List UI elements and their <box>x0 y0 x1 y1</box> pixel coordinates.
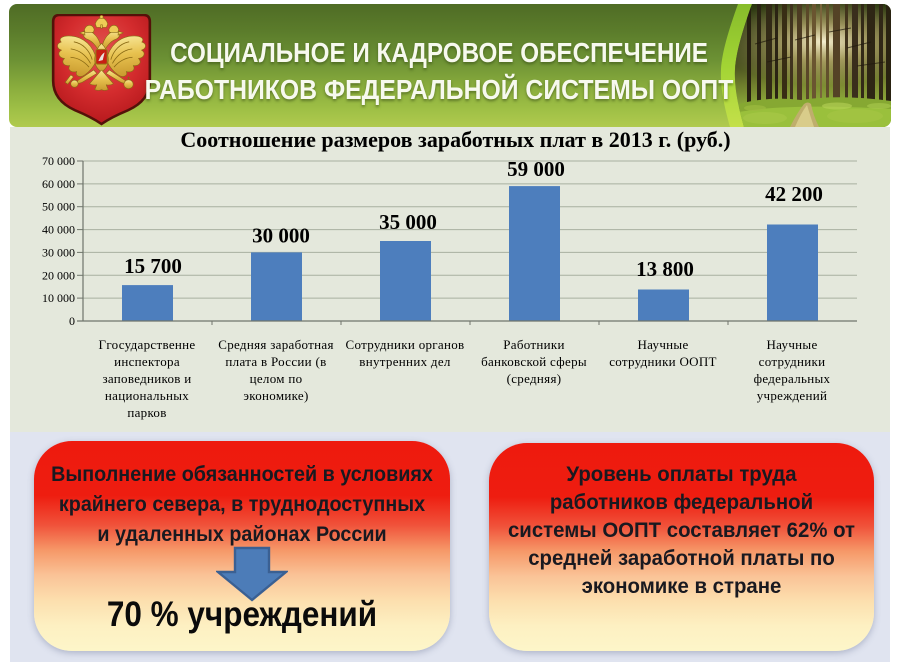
svg-text:банковской сферы: банковской сферы <box>481 354 587 369</box>
svg-text:сотрудники ООПТ: сотрудники ООПТ <box>609 354 717 369</box>
svg-text:10 000: 10 000 <box>42 291 75 305</box>
svg-text:Научные: Научные <box>766 337 817 352</box>
svg-text:42 200: 42 200 <box>765 182 823 206</box>
svg-text:Научные: Научные <box>637 337 688 352</box>
svg-text:экономике): экономике) <box>243 388 308 403</box>
svg-text:национальных: национальных <box>105 388 189 403</box>
svg-text:Сотрудники органов: Сотрудники органов <box>346 337 465 352</box>
svg-text:35 000: 35 000 <box>379 210 437 234</box>
svg-text:20 000: 20 000 <box>42 268 75 282</box>
svg-text:13 800: 13 800 <box>636 257 694 281</box>
svg-text:сотрудники: сотрудники <box>759 354 826 369</box>
svg-text:федеральных: федеральных <box>754 371 831 386</box>
svg-text:Работники: Работники <box>503 337 565 352</box>
svg-text:парков: парков <box>127 405 166 420</box>
svg-text:0: 0 <box>69 314 75 328</box>
svg-text:59 000: 59 000 <box>507 157 565 181</box>
svg-text:30 000: 30 000 <box>252 224 310 248</box>
svg-text:40 000: 40 000 <box>42 223 75 237</box>
svg-text:внутренних дел: внутренних дел <box>359 354 451 369</box>
svg-text:учреждений: учреждений <box>757 388 828 403</box>
svg-text:заповедников и: заповедников и <box>102 371 191 386</box>
svg-text:50 000: 50 000 <box>42 200 75 214</box>
svg-text:30 000: 30 000 <box>42 245 75 259</box>
svg-text:70 000: 70 000 <box>42 154 75 168</box>
svg-text:15 700: 15 700 <box>124 254 182 278</box>
svg-text:Средняя заработная: Средняя заработная <box>218 337 333 352</box>
svg-text:инспектора: инспектора <box>114 354 180 369</box>
svg-text:60 000: 60 000 <box>42 177 75 191</box>
svg-text:Ггосударственне: Ггосударственне <box>99 337 196 352</box>
svg-text:плата в России (в: плата в России (в <box>225 354 326 369</box>
svg-text:целом по: целом по <box>250 371 303 386</box>
svg-text:(средняя): (средняя) <box>507 371 562 386</box>
